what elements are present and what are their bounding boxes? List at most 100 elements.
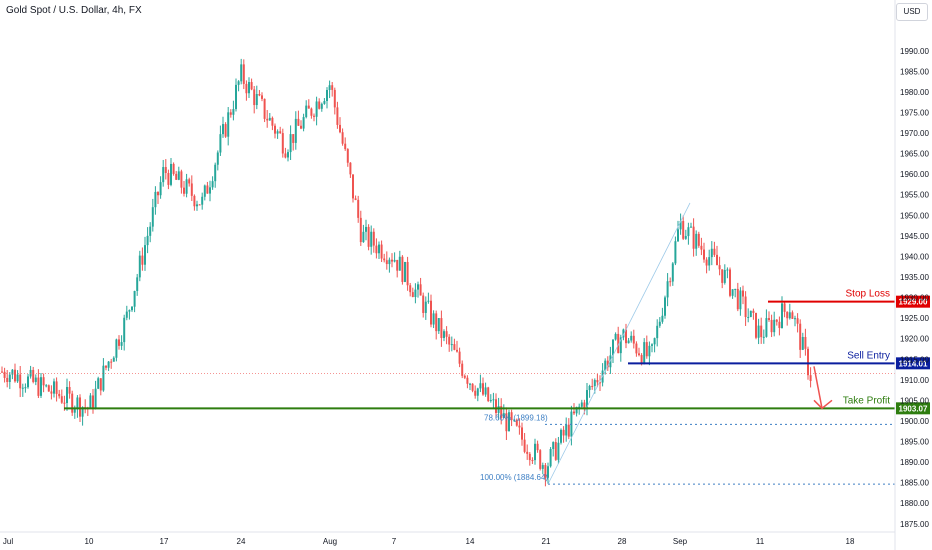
candle-body[interactable] <box>489 400 492 402</box>
candle-body[interactable] <box>37 377 40 396</box>
candle-body[interactable] <box>50 391 53 394</box>
candle-body[interactable] <box>170 163 172 185</box>
candle-body[interactable] <box>560 429 562 443</box>
candle-body[interactable] <box>627 340 630 344</box>
candle-body[interactable] <box>700 245 703 250</box>
candle-body[interactable] <box>300 125 302 129</box>
candle-body[interactable] <box>81 407 84 417</box>
candle-body[interactable] <box>320 103 323 109</box>
candle-body[interactable] <box>157 191 159 196</box>
candle-body[interactable] <box>232 109 235 115</box>
candle-body[interactable] <box>586 390 588 409</box>
candle-body[interactable] <box>734 288 737 290</box>
candle-body[interactable] <box>261 95 263 99</box>
candle-body[interactable] <box>193 195 196 207</box>
candle-body[interactable] <box>768 318 770 320</box>
candle-body[interactable] <box>671 263 674 282</box>
candle-body[interactable] <box>378 244 380 254</box>
candle-body[interactable] <box>578 406 581 408</box>
candle-body[interactable] <box>757 325 760 338</box>
candle-body[interactable] <box>443 331 445 338</box>
candle-body[interactable] <box>549 448 552 467</box>
candle-body[interactable] <box>778 321 781 329</box>
candle-body[interactable] <box>614 333 617 340</box>
candle-body[interactable] <box>19 374 22 389</box>
candle-body[interactable] <box>461 363 464 376</box>
candle-body[interactable] <box>752 310 755 313</box>
candle-body[interactable] <box>453 344 456 350</box>
candle-body[interactable] <box>749 310 752 317</box>
candle-body[interactable] <box>630 335 633 341</box>
candle-body[interactable] <box>339 124 341 133</box>
candle-body[interactable] <box>393 259 396 262</box>
candle-body[interactable] <box>742 290 744 297</box>
candle-body[interactable] <box>375 245 378 254</box>
candle-body[interactable] <box>287 152 289 158</box>
candle-body[interactable] <box>456 349 458 352</box>
candle-body[interactable] <box>32 369 35 382</box>
candle-body[interactable] <box>305 105 308 118</box>
candle-body[interactable] <box>760 325 763 338</box>
candle-body[interactable] <box>536 443 539 451</box>
candle-body[interactable] <box>773 319 776 333</box>
candle-body[interactable] <box>172 163 175 174</box>
candle-body[interactable] <box>596 380 599 383</box>
candle-body[interactable] <box>175 173 178 180</box>
candle-body[interactable] <box>656 325 659 339</box>
candle-body[interactable] <box>401 256 404 282</box>
candle-body[interactable] <box>482 383 484 395</box>
candle-body[interactable] <box>521 427 523 440</box>
candle-body[interactable] <box>250 82 253 90</box>
candle-body[interactable] <box>804 336 807 349</box>
candle-body[interactable] <box>229 112 232 115</box>
candle-body[interactable] <box>315 101 318 117</box>
candle-body[interactable] <box>336 107 339 125</box>
candle-body[interactable] <box>531 460 534 462</box>
candle-body[interactable] <box>201 196 204 205</box>
candle-body[interactable] <box>136 277 139 291</box>
candle-body[interactable] <box>331 85 334 90</box>
candle-body[interactable] <box>24 387 27 389</box>
candle-body[interactable] <box>216 152 219 165</box>
candle-body[interactable] <box>515 419 518 426</box>
candle-body[interactable] <box>648 345 651 357</box>
candle-body[interactable] <box>404 261 406 282</box>
candle-body[interactable] <box>313 115 315 117</box>
candle-body[interactable] <box>599 382 601 384</box>
candle-body[interactable] <box>565 424 568 436</box>
candle-body[interactable] <box>466 377 469 384</box>
candle-body[interactable] <box>664 297 666 316</box>
candle-body[interactable] <box>154 191 157 208</box>
candle-body[interactable] <box>682 221 685 239</box>
candle-body[interactable] <box>801 336 804 350</box>
candle-body[interactable] <box>365 226 367 232</box>
candle-body[interactable] <box>783 303 786 312</box>
candle-body[interactable] <box>799 323 802 350</box>
price-axis[interactable]: 1875.00 1880.00 1885.00 1890.00 1895.00 1900.… <box>894 0 929 550</box>
candle-body[interactable] <box>253 89 256 106</box>
candle-body[interactable] <box>406 261 409 286</box>
candle-body[interactable] <box>432 313 435 325</box>
candle-body[interactable] <box>206 185 209 194</box>
candle-body[interactable] <box>440 318 443 338</box>
candle-body[interactable] <box>47 385 50 392</box>
candle-body[interactable] <box>508 412 510 432</box>
candle-body[interactable] <box>679 221 682 230</box>
candle-body[interactable] <box>651 344 653 346</box>
candle-body[interactable] <box>541 465 544 469</box>
candle-body[interactable] <box>248 82 250 94</box>
candle-body[interactable] <box>557 442 560 460</box>
candle-body[interactable] <box>198 204 201 206</box>
candle-body[interactable] <box>632 335 635 344</box>
candle-body[interactable] <box>367 226 370 247</box>
candle-body[interactable] <box>674 241 677 264</box>
candle-body[interactable] <box>268 117 271 121</box>
candle-body[interactable] <box>661 315 664 322</box>
candle-body[interactable] <box>484 387 487 395</box>
candle-body[interactable] <box>21 387 24 389</box>
candle-body[interactable] <box>66 387 68 404</box>
candle-body[interactable] <box>141 255 144 265</box>
candle-body[interactable] <box>775 319 778 322</box>
candle-body[interactable] <box>40 377 42 396</box>
